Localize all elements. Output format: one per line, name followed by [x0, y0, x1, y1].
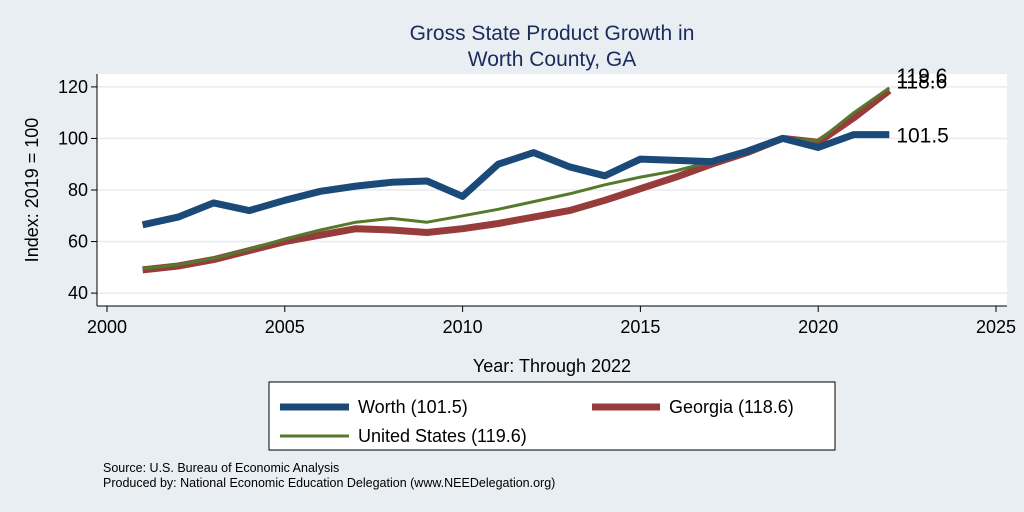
- x-axis-label: Year: Through 2022: [473, 356, 631, 376]
- x-tick-label-0: 2000: [87, 317, 127, 337]
- series-line-worth: [141, 131, 890, 229]
- x-axis-ticks: 2000 2005 2010 2015 2020 2025: [87, 306, 1016, 337]
- legend-label-georgia: Georgia (118.6): [669, 397, 794, 417]
- legend-label-united-states: United States (119.6): [358, 426, 527, 446]
- end-label-georgia: 118.6: [896, 70, 947, 93]
- y-axis-ticks: 40 60 80 100 120: [58, 77, 97, 303]
- y-tick-label-4: 120: [58, 77, 88, 97]
- legend: Worth (101.5) Georgia (118.6) United State…: [280, 397, 794, 446]
- chart-title-line-2: Worth County, GA: [468, 48, 636, 71]
- series-lines: [141, 86, 892, 274]
- y-axis-label: Index: 2019 = 100: [22, 118, 42, 263]
- end-label-worth: 101.5: [896, 125, 949, 148]
- y-tick-label-2: 80: [68, 180, 88, 200]
- y-tick-label-0: 40: [68, 283, 88, 303]
- x-tick-label-2: 2010: [443, 317, 483, 337]
- x-tick-label-5: 2025: [976, 317, 1016, 337]
- legend-label-worth: Worth (101.5): [358, 397, 468, 417]
- y-tick-label-3: 100: [58, 128, 88, 148]
- legend-box: [268, 381, 836, 451]
- x-tick-label-4: 2020: [798, 317, 838, 337]
- grid: [97, 86, 1007, 294]
- x-tick-label-3: 2015: [620, 317, 660, 337]
- y-tick-label-1: 60: [68, 232, 88, 252]
- x-tick-label-1: 2005: [265, 317, 305, 337]
- chart-title-line-1: Gross State Product Growth in: [410, 22, 695, 45]
- source-note: Source: U.S. Bureau of Economic Analysis: [103, 461, 339, 475]
- end-label-united-states: 119.6: [896, 65, 947, 88]
- produced-note: Produced by: National Economic Education…: [103, 476, 555, 490]
